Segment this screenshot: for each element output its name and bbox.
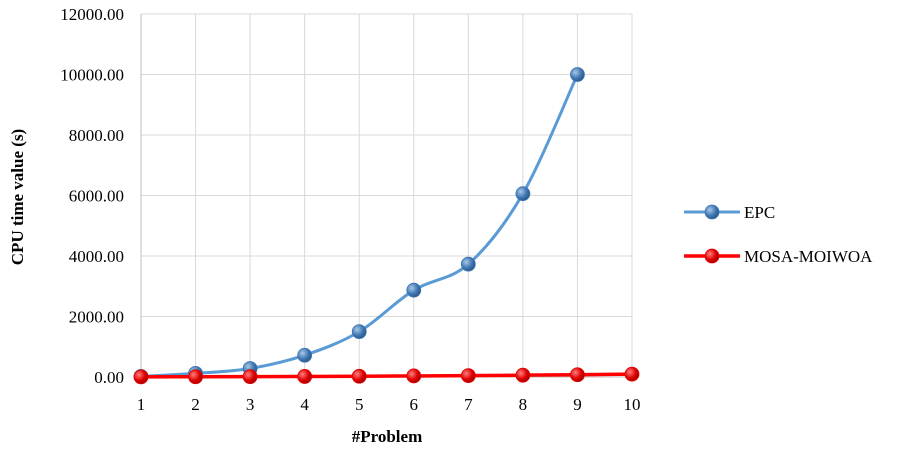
data-point-epc	[406, 282, 422, 298]
data-point-epc	[297, 347, 313, 363]
legend-label-epc: EPC	[744, 203, 775, 222]
y-tick-label: 2000.00	[69, 308, 124, 327]
x-tick-label: 9	[573, 395, 582, 414]
data-point-mosa-moiwoa	[297, 369, 313, 384]
x-tick-label: 8	[519, 395, 528, 414]
legend-marker-epc	[704, 204, 720, 220]
legend: EPC MOSA-MOIWOA	[684, 203, 873, 266]
y-tick-label: 12000.00	[60, 5, 124, 24]
y-tick-label: 6000.00	[69, 187, 124, 206]
legend-label-mosa-moiwoa: MOSA-MOIWOA	[744, 247, 873, 266]
data-point-epc	[460, 256, 476, 272]
data-point-mosa-moiwoa	[624, 366, 640, 382]
x-tick-label: 4	[300, 395, 309, 414]
y-axis-ticks: 0.00 2000.00 4000.00 6000.00 8000.00 10000.00…	[60, 5, 124, 387]
data-point-mosa-moiwoa	[460, 368, 476, 384]
y-axis-title: CPU time value (s)	[8, 129, 27, 265]
x-tick-label: 7	[464, 395, 473, 414]
x-tick-label: 3	[246, 395, 255, 414]
y-tick-label: 10000.00	[60, 66, 124, 85]
data-point-epc	[570, 67, 585, 82]
data-point-mosa-moiwoa	[351, 368, 367, 384]
data-point-mosa-moiwoa	[242, 369, 258, 385]
x-axis-title: #Problem	[352, 427, 423, 446]
data-point-mosa-moiwoa	[570, 367, 585, 383]
y-tick-label: 0.00	[94, 368, 124, 387]
data-point-epc	[515, 186, 531, 202]
series-line-mosa-moiwoa	[139, 372, 634, 379]
legend-marker-mosa-moiwoa	[704, 248, 720, 264]
y-tick-label: 4000.00	[69, 247, 124, 266]
x-tick-label: 10	[624, 395, 641, 414]
data-point-mosa-moiwoa	[133, 369, 149, 385]
data-point-epc	[351, 324, 367, 340]
x-tick-label: 6	[410, 395, 419, 414]
data-point-mosa-moiwoa	[406, 368, 422, 384]
grid	[141, 13, 633, 377]
data-point-mosa-moiwoa	[515, 367, 531, 383]
y-tick-label: 8000.00	[69, 126, 124, 145]
x-axis-ticks: 1 2 3 4 5 6 7 8 9 10	[137, 395, 641, 414]
x-tick-label: 1	[137, 395, 146, 414]
x-tick-label: 2	[191, 395, 200, 414]
data-point-mosa-moiwoa	[188, 369, 203, 385]
series	[133, 67, 640, 385]
x-tick-label: 5	[355, 395, 364, 414]
